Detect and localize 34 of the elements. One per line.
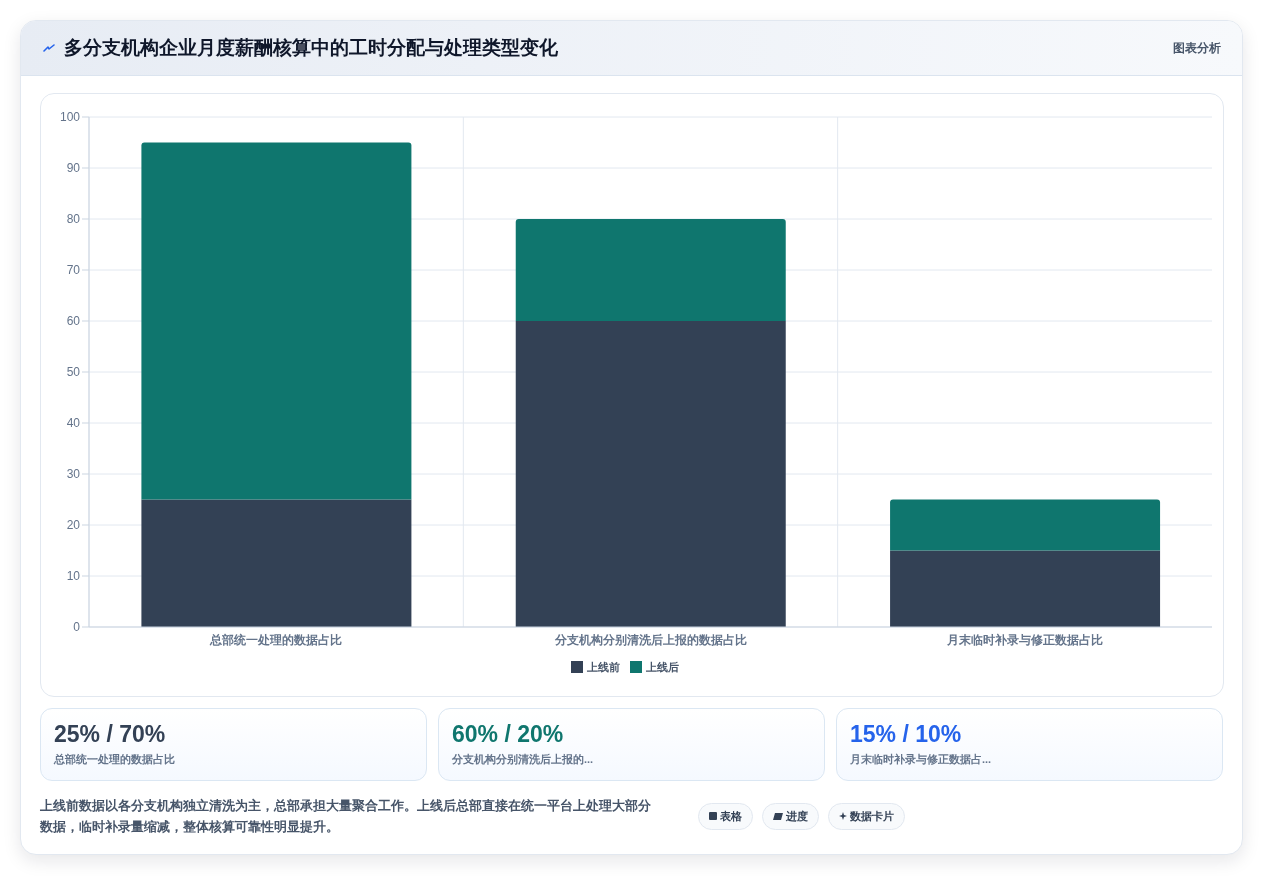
text: 月末临时补录与修正数据占... (850, 752, 993, 767)
x-tick-label: 月末临时补录与修正数据占比 (945, 632, 1103, 647)
legend-label: 上线前 (586, 661, 620, 673)
x-tick-label: 总部统一处理的数据占比 (209, 632, 343, 647)
text: 15% / 10% (850, 720, 963, 748)
text: 25% / 70% (54, 720, 167, 748)
bar (141, 499, 412, 627)
y-tick-label: 10 (66, 569, 81, 584)
y-tick-label: 30 (66, 467, 81, 482)
text: 数据卡片 (850, 808, 894, 824)
y-tick-label: 70 (66, 263, 81, 278)
legend-label: 上线后 (645, 661, 679, 673)
y-tick-label: 20 (66, 518, 81, 533)
y-tick-label: 0 (73, 620, 81, 635)
bar (515, 219, 786, 321)
bar (890, 499, 1161, 551)
y-tick-label: 90 (66, 161, 81, 176)
y-tick-label: 50 (66, 365, 81, 380)
y-tick-label: 40 (66, 416, 81, 431)
y-tick-label: 100 (59, 110, 81, 125)
bar (890, 550, 1161, 627)
text: 表格 (720, 808, 742, 824)
text: 上线前数据以各分支机构独立清洗为主，总部承担大量聚合工作。上线后总部直接在统一平台上处理大部分数据，临时补录量缩减，整体核算可靠性明显提升。 (40, 797, 652, 836)
text: 总部统一处理的数据占比 (54, 752, 176, 767)
text: 60% / 20% (452, 720, 565, 748)
text: 分支机构分别清洗后上报的... (452, 752, 595, 767)
y-tick-label: 80 (66, 212, 81, 227)
chart-title: 多分支机构企业月度薪酬核算中的工时分配与处理类型变化 (64, 36, 558, 60)
x-tick-label: 分支机构分别清洗后上报的数据占比 (553, 632, 747, 647)
bar (141, 142, 412, 500)
text: 进度 (786, 808, 808, 824)
text: 图表分析 (1173, 39, 1221, 57)
bar (515, 321, 786, 627)
y-tick-label: 60 (66, 314, 81, 329)
